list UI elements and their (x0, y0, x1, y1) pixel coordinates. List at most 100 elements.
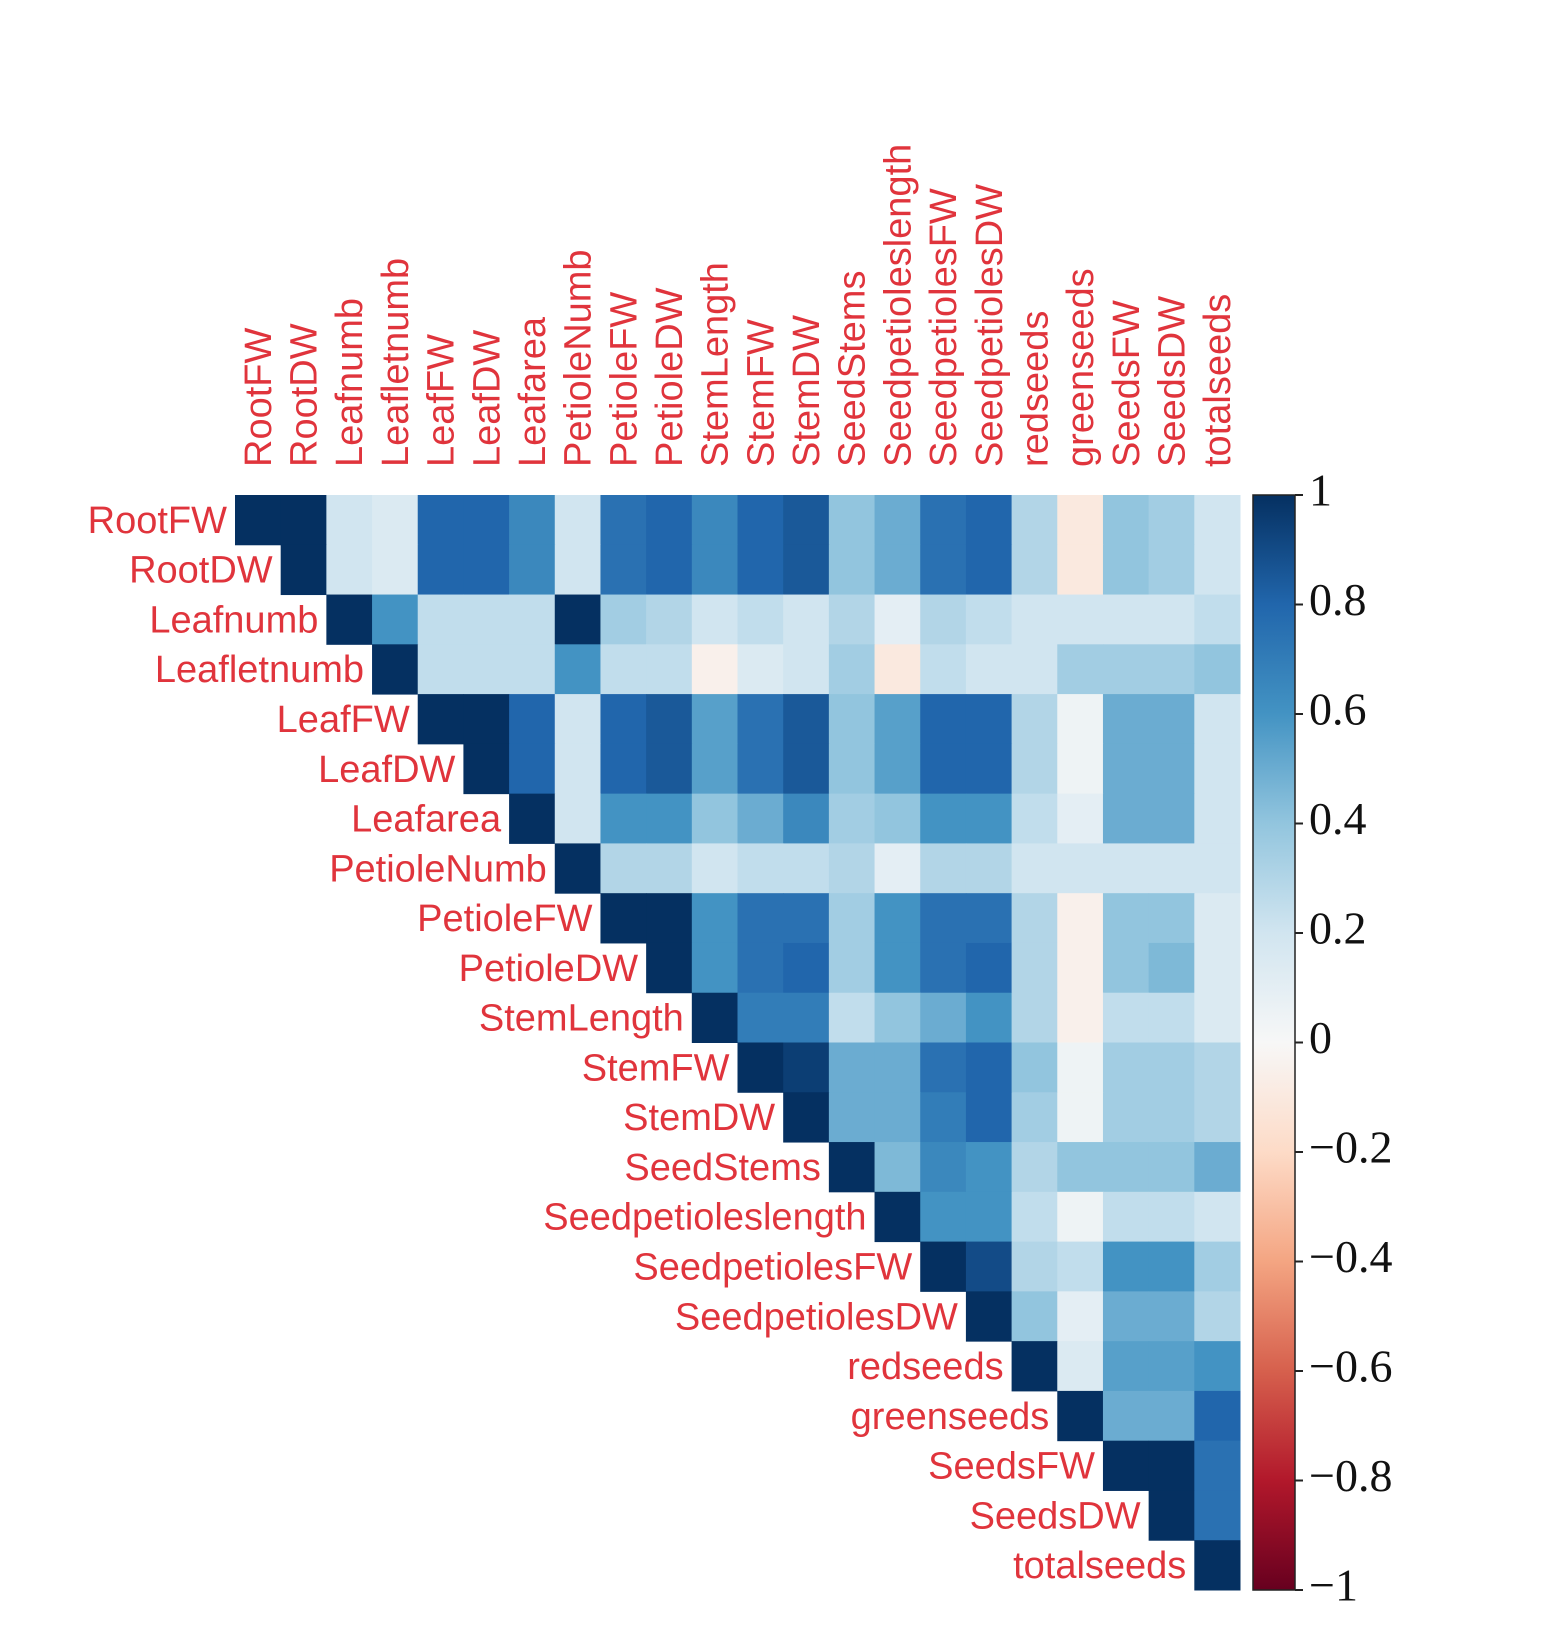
heatmap-cell (1194, 495, 1241, 546)
heatmap-cell (646, 594, 693, 645)
heatmap-cell (1057, 1341, 1104, 1392)
column-label: SeedpetiolesDW (969, 184, 1011, 467)
heatmap-cell (1011, 594, 1058, 645)
heatmap-cell (1194, 1092, 1241, 1143)
heatmap-cell (509, 743, 556, 795)
heatmap-cell (509, 495, 556, 546)
heatmap-cell (828, 544, 876, 596)
heatmap-cell (737, 544, 784, 596)
heatmap-cell (1194, 893, 1241, 944)
heatmap-cell (874, 893, 921, 944)
heatmap-cell (965, 743, 1013, 795)
row-label: totalseeds (1013, 1545, 1186, 1587)
row-label: redseeds (847, 1346, 1003, 1388)
colorbar-tick-label: −0.8 (1309, 1450, 1392, 1501)
heatmap-cell (783, 644, 830, 695)
heatmap-cell (874, 644, 921, 695)
heatmap-cell (1148, 1241, 1195, 1292)
heatmap-cell (737, 893, 784, 944)
column-label: SeedStems (832, 271, 874, 467)
heatmap-cell (600, 893, 647, 944)
heatmap-cell (965, 1291, 1013, 1342)
heatmap-cell (691, 594, 738, 645)
heatmap-cell (600, 495, 647, 546)
heatmap-cell (1011, 1142, 1058, 1193)
colorbar-tick-label: 1 (1309, 465, 1332, 516)
row-label: SeedpetiolesFW (633, 1246, 912, 1288)
row-label: PetioleNumb (329, 848, 547, 890)
heatmap-cell (554, 694, 601, 745)
heatmap-cell (965, 843, 1013, 894)
heatmap-cell (600, 544, 647, 596)
row-label: RootDW (129, 550, 273, 592)
heatmap-cell (691, 843, 738, 894)
heatmap-cell (1148, 1490, 1195, 1541)
heatmap-cell (1057, 1291, 1104, 1342)
heatmap-cell (1148, 793, 1195, 844)
heatmap-cell (554, 843, 601, 894)
column-label: Seedpetioleslength (877, 144, 919, 467)
heatmap-cell (828, 1042, 876, 1093)
heatmap-cell (783, 942, 830, 994)
heatmap-cell (646, 942, 693, 994)
heatmap-cell (737, 843, 784, 894)
heatmap-cell (417, 594, 464, 645)
column-label: RootDW (284, 323, 326, 467)
heatmap-cell (1057, 793, 1104, 844)
heatmap-cell (1057, 1142, 1104, 1193)
heatmap-cell (1011, 1092, 1058, 1143)
heatmap-cell (737, 992, 784, 1043)
heatmap-cell (874, 843, 921, 894)
heatmap-cell (828, 1142, 876, 1193)
heatmap-cell (965, 1142, 1013, 1193)
heatmap-cell (1102, 1341, 1150, 1392)
heatmap-cell (1194, 843, 1241, 894)
heatmap-cell (965, 793, 1013, 844)
row-label: Leafletnumb (155, 649, 364, 691)
heatmap-cell (1148, 1092, 1195, 1143)
heatmap-cell (1148, 1341, 1195, 1392)
heatmap-cell (1148, 1042, 1195, 1093)
heatmap-cell (1194, 694, 1241, 745)
heatmap-cell (828, 644, 876, 695)
heatmap-cell (920, 843, 967, 894)
heatmap-cell (737, 743, 784, 795)
heatmap-cell (828, 942, 876, 994)
heatmap-cell (372, 495, 419, 546)
heatmap-cell (1102, 1042, 1150, 1093)
column-label: LeafDW (466, 330, 508, 467)
heatmap-cell (372, 594, 419, 645)
heatmap-cell (646, 644, 693, 695)
heatmap-cell (1194, 793, 1241, 844)
heatmap-cell (783, 694, 830, 745)
heatmap-cell (920, 544, 967, 596)
heatmap-cell (600, 793, 647, 844)
heatmap-cell (1057, 843, 1104, 894)
heatmap-cell (965, 694, 1013, 745)
heatmap-cell (646, 743, 693, 795)
heatmap-cell (920, 793, 967, 844)
heatmap-cell (965, 992, 1013, 1043)
heatmap-cell (1194, 1241, 1241, 1292)
heatmap-cell (965, 495, 1013, 546)
heatmap-cell (1148, 1291, 1195, 1342)
heatmap-cell (783, 495, 830, 546)
row-label: StemDW (623, 1097, 775, 1139)
heatmap-cell (691, 793, 738, 844)
heatmap-cell (463, 544, 510, 596)
heatmap-cell (920, 1191, 967, 1243)
heatmap-cell (874, 992, 921, 1043)
heatmap-cell (1102, 1241, 1150, 1292)
heatmap-cell (1011, 992, 1058, 1043)
heatmap-cell (1102, 843, 1150, 894)
heatmap-cell (372, 544, 419, 596)
heatmap-cell (1148, 1390, 1195, 1442)
heatmap-cell (1011, 1291, 1058, 1342)
heatmap-cell (920, 1042, 967, 1093)
heatmap-cell (417, 544, 464, 596)
heatmap-cell (783, 893, 830, 944)
heatmap-cell (874, 1142, 921, 1193)
heatmap-cell (783, 1042, 830, 1093)
heatmap-cell (874, 594, 921, 645)
